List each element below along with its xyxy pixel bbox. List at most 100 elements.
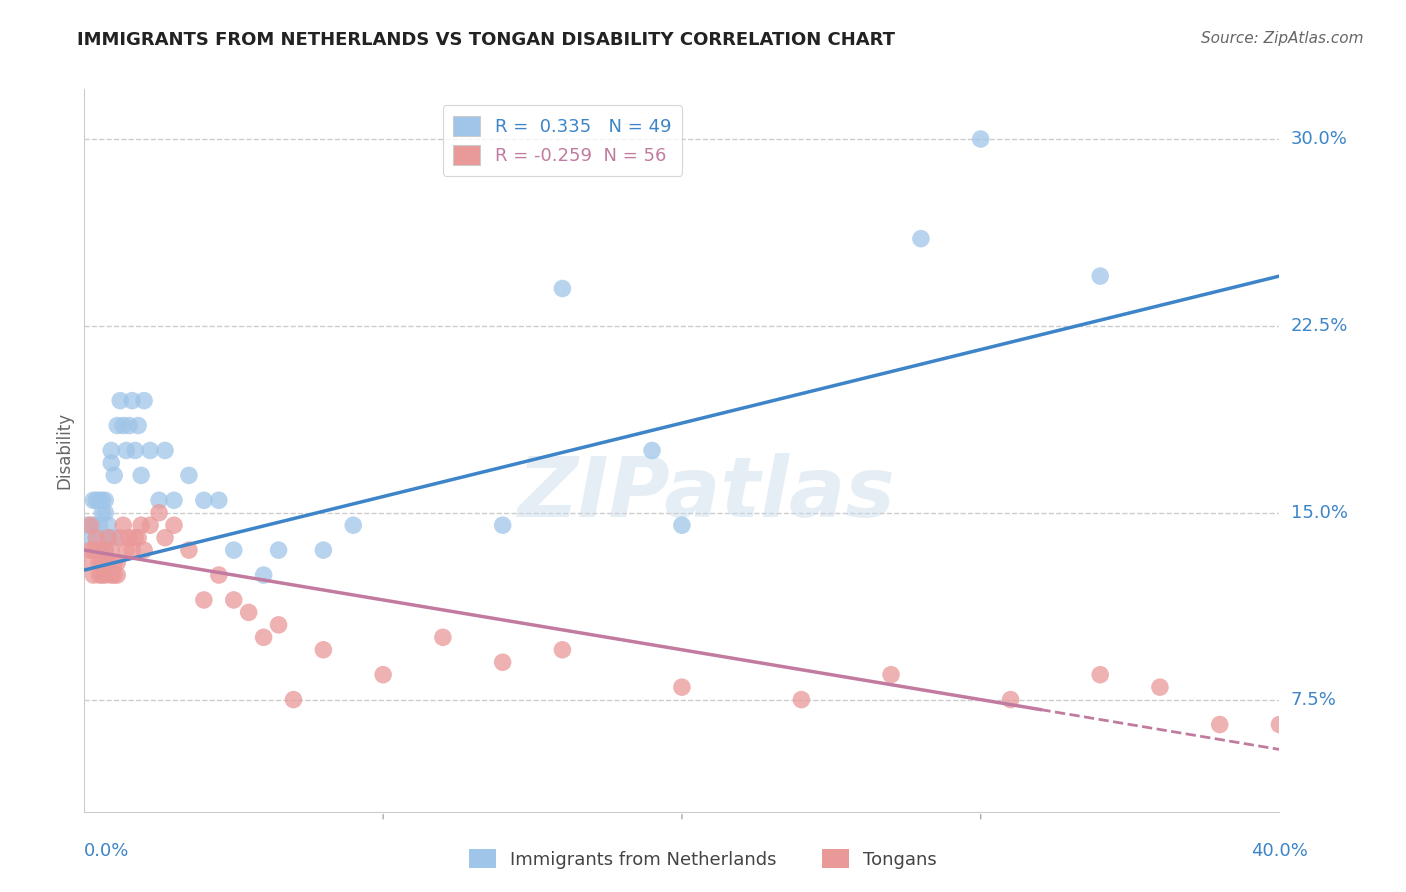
Point: [82, 518, 104, 533]
Point: [94, 506, 117, 520]
Point: [551, 281, 574, 295]
Point: [153, 443, 176, 458]
Point: [118, 418, 141, 433]
Point: [312, 642, 335, 657]
Point: [97, 531, 120, 545]
Point: [103, 556, 125, 570]
Point: [112, 518, 135, 533]
Point: [91, 506, 114, 520]
Point: [82, 568, 104, 582]
Point: [103, 531, 125, 545]
Point: [492, 655, 515, 669]
Text: 40.0%: 40.0%: [1251, 842, 1308, 860]
Point: [124, 443, 146, 458]
Point: [86, 493, 108, 508]
Point: [118, 531, 141, 545]
Point: [94, 493, 117, 508]
Point: [76, 518, 98, 533]
Point: [79, 531, 101, 545]
Point: [139, 443, 162, 458]
Point: [79, 518, 101, 533]
Point: [127, 418, 149, 433]
Point: [283, 692, 305, 706]
Point: [94, 568, 117, 582]
Point: [94, 556, 117, 570]
Point: [253, 630, 276, 644]
Point: [1209, 717, 1232, 731]
Point: [177, 543, 200, 558]
Point: [208, 568, 231, 582]
Text: 15.0%: 15.0%: [1291, 504, 1347, 522]
Point: [127, 531, 149, 545]
Point: [86, 531, 108, 545]
Point: [89, 568, 111, 582]
Text: 30.0%: 30.0%: [1291, 130, 1347, 148]
Point: [373, 667, 395, 681]
Point: [222, 543, 245, 558]
Point: [132, 543, 156, 558]
Point: [105, 556, 128, 570]
Point: [103, 468, 125, 483]
Text: 22.5%: 22.5%: [1291, 317, 1348, 334]
Point: [115, 443, 138, 458]
Point: [100, 443, 122, 458]
Point: [193, 493, 215, 508]
Point: [105, 568, 128, 582]
Point: [132, 393, 156, 408]
Legend: Immigrants from Netherlands, Tongans: Immigrants from Netherlands, Tongans: [461, 842, 945, 876]
Point: [139, 518, 162, 533]
Point: [94, 543, 117, 558]
Point: [1268, 717, 1291, 731]
Point: [121, 393, 143, 408]
Text: IMMIGRANTS FROM NETHERLANDS VS TONGAN DISABILITY CORRELATION CHART: IMMIGRANTS FROM NETHERLANDS VS TONGAN DI…: [77, 31, 896, 49]
Point: [1090, 268, 1112, 283]
Point: [1090, 667, 1112, 681]
Point: [91, 556, 114, 570]
Point: [94, 543, 117, 558]
Point: [105, 418, 128, 433]
Point: [89, 543, 111, 558]
Point: [97, 518, 120, 533]
Point: [91, 568, 114, 582]
Point: [267, 618, 290, 632]
Point: [148, 493, 170, 508]
Point: [177, 468, 200, 483]
Y-axis label: Disability: Disability: [55, 412, 73, 489]
Point: [91, 493, 114, 508]
Point: [671, 680, 693, 694]
Point: [82, 493, 104, 508]
Point: [124, 531, 146, 545]
Text: ZIPatlas: ZIPatlas: [517, 453, 894, 534]
Point: [492, 518, 515, 533]
Point: [880, 667, 903, 681]
Point: [86, 531, 108, 545]
Point: [163, 518, 186, 533]
Point: [1000, 692, 1022, 706]
Point: [551, 642, 574, 657]
Point: [970, 132, 993, 146]
Point: [671, 518, 693, 533]
Point: [97, 531, 120, 545]
Point: [641, 443, 664, 458]
Point: [222, 593, 245, 607]
Point: [76, 556, 98, 570]
Point: [208, 493, 231, 508]
Point: [110, 393, 132, 408]
Point: [89, 493, 111, 508]
Point: [129, 518, 152, 533]
Point: [193, 593, 215, 607]
Point: [253, 568, 276, 582]
Point: [153, 531, 176, 545]
Point: [112, 418, 135, 433]
Point: [79, 543, 101, 558]
Point: [89, 556, 111, 570]
Text: 7.5%: 7.5%: [1291, 690, 1337, 708]
Point: [163, 493, 186, 508]
Point: [790, 692, 813, 706]
Point: [129, 468, 152, 483]
Text: 0.0%: 0.0%: [84, 842, 129, 860]
Point: [312, 543, 335, 558]
Point: [86, 543, 108, 558]
Text: Source: ZipAtlas.com: Source: ZipAtlas.com: [1201, 31, 1364, 46]
Point: [238, 606, 260, 620]
